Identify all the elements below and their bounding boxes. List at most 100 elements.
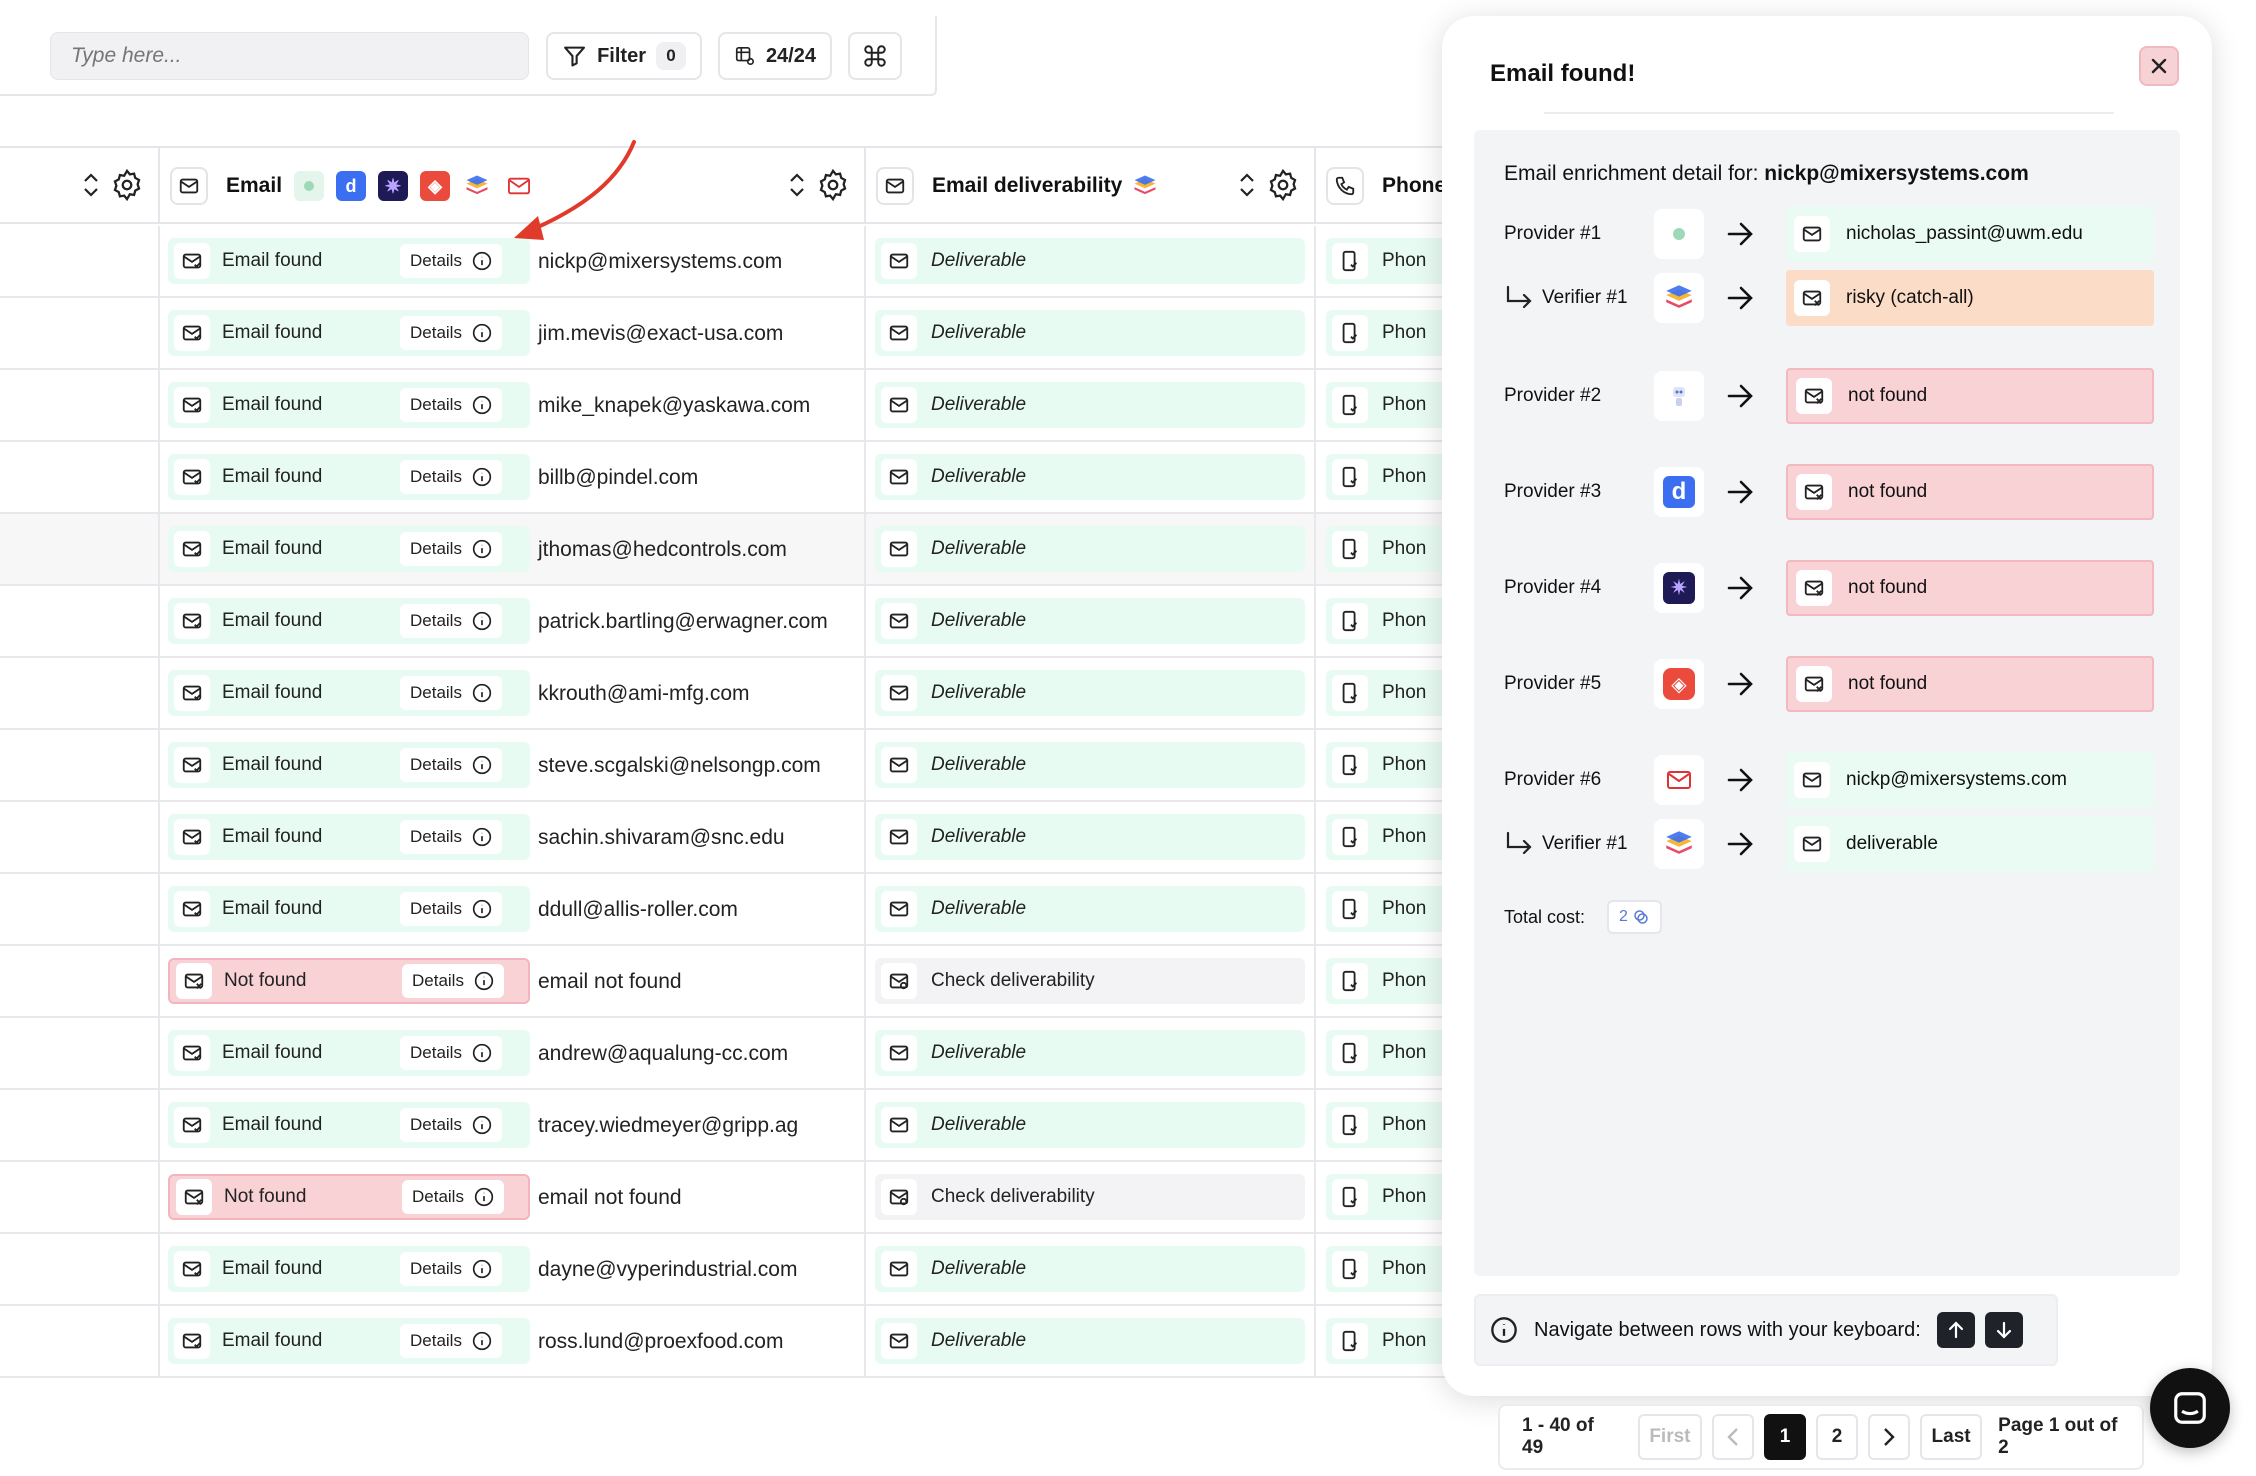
prev-column-cell bbox=[0, 802, 160, 874]
chat-launcher-button[interactable] bbox=[2150, 1368, 2230, 1448]
email-status-pill: Email found Details bbox=[168, 598, 530, 644]
deliverability-pill[interactable]: Check deliverability bbox=[875, 1174, 1305, 1220]
info-icon bbox=[472, 323, 492, 343]
arrow-right-icon bbox=[1727, 768, 1753, 792]
phone-text: Phon bbox=[1382, 1258, 1427, 1279]
email-status-text: Email found bbox=[222, 1258, 323, 1279]
details-button[interactable]: Details bbox=[400, 460, 502, 494]
email-status-text: Email found bbox=[222, 250, 323, 271]
table-row[interactable]: Email found Details ddull@allis-roller.c… bbox=[0, 874, 1460, 946]
details-button[interactable]: Details bbox=[400, 1036, 502, 1070]
info-icon bbox=[472, 611, 492, 631]
details-button[interactable]: Details bbox=[402, 964, 504, 998]
details-button[interactable]: Details bbox=[400, 388, 502, 422]
mail-check-icon bbox=[174, 315, 210, 351]
email-status-pill: Email found Details bbox=[168, 1030, 530, 1076]
details-button[interactable]: Details bbox=[400, 1324, 502, 1358]
close-button[interactable] bbox=[2139, 46, 2179, 86]
sort-icon[interactable] bbox=[1238, 172, 1256, 198]
table-row[interactable]: Email found Details jthomas@hedcontrols.… bbox=[0, 514, 1460, 586]
step-label: Provider #2 bbox=[1504, 368, 1601, 424]
gear-icon[interactable] bbox=[816, 168, 850, 202]
mail-icon bbox=[881, 531, 917, 567]
arrow-up-key[interactable] bbox=[1936, 1312, 1975, 1348]
mail-x-icon bbox=[1796, 570, 1832, 606]
table-row[interactable]: Email found Details sachin.shivaram@snc.… bbox=[0, 802, 1460, 874]
deliverability-pill: Deliverable bbox=[875, 382, 1305, 428]
table-row[interactable]: Not found Details email not found Check … bbox=[0, 1162, 1460, 1234]
mail-check-icon bbox=[174, 1107, 210, 1143]
page-button-2[interactable]: 2 bbox=[1816, 1414, 1859, 1460]
first-page-button[interactable]: First bbox=[1637, 1414, 1703, 1460]
details-button[interactable]: Details bbox=[402, 1180, 504, 1214]
table-row[interactable]: Email found Details tracey.wiedmeyer@gri… bbox=[0, 1090, 1460, 1162]
details-label: Details bbox=[412, 971, 464, 990]
info-icon bbox=[472, 467, 492, 487]
details-button[interactable]: Details bbox=[400, 892, 502, 926]
sort-icon[interactable] bbox=[82, 172, 100, 198]
email-status-text: Email found bbox=[222, 1330, 323, 1351]
robot-provider-icon bbox=[1654, 371, 1704, 421]
table-row[interactable]: Email found Details ross.lund@proexfood.… bbox=[0, 1306, 1460, 1378]
last-page-button[interactable]: Last bbox=[1920, 1414, 1983, 1460]
next-page-button[interactable] bbox=[1868, 1414, 1911, 1460]
table-row[interactable]: Email found Details patrick.bartling@erw… bbox=[0, 586, 1460, 658]
sort-icon[interactable] bbox=[788, 172, 806, 198]
deliverability-cell bbox=[866, 586, 1316, 658]
detail-heading: Email enrichment detail for: nickp@mixer… bbox=[1504, 162, 2029, 186]
email-value: dayne@vyperindustrial.com bbox=[538, 1258, 798, 1281]
email-column-label: Email bbox=[226, 174, 283, 197]
table-row[interactable]: Not found Details email not found Check … bbox=[0, 946, 1460, 1018]
phone-check-icon bbox=[1332, 1323, 1368, 1359]
filter-icon bbox=[564, 46, 586, 67]
verifier-row: Verifier #1 risky (catch-all) bbox=[1474, 270, 2180, 326]
details-label: Details bbox=[410, 251, 462, 270]
arrow-down-key[interactable] bbox=[1984, 1312, 2023, 1348]
arrow-right-icon bbox=[1727, 576, 1753, 600]
prev-column-cell bbox=[0, 874, 160, 946]
mail-icon bbox=[881, 387, 917, 423]
phone-pill: Phon bbox=[1326, 238, 1460, 284]
table-row[interactable]: Email found Details billb@pindel.com Del… bbox=[0, 442, 1460, 514]
table-row[interactable]: Email found Details dayne@vyperindustria… bbox=[0, 1234, 1460, 1306]
details-button[interactable]: Details bbox=[400, 244, 502, 278]
table-row[interactable]: Email found Details kkrouth@ami-mfg.com … bbox=[0, 658, 1460, 730]
email-cell bbox=[160, 946, 866, 1018]
email-value: andrew@aqualung-cc.com bbox=[538, 1042, 789, 1065]
step-result-text: risky (catch-all) bbox=[1846, 287, 1974, 308]
details-button[interactable]: Details bbox=[400, 676, 502, 710]
table-row[interactable]: Email found Details steve.scgalski@nelso… bbox=[0, 730, 1460, 802]
deliverability-column-header: Email deliverability bbox=[866, 148, 1316, 224]
table-row[interactable]: Email found Details mike_knapek@yaskawa.… bbox=[0, 370, 1460, 442]
info-icon bbox=[472, 395, 492, 415]
details-button[interactable]: Details bbox=[400, 1252, 502, 1286]
gear-icon[interactable] bbox=[110, 168, 144, 202]
email-status-pill: Not found Details bbox=[168, 958, 530, 1004]
prev-page-button[interactable] bbox=[1712, 1414, 1755, 1460]
prev-column-cell bbox=[0, 946, 160, 1018]
mail-icon bbox=[881, 603, 917, 639]
details-button[interactable]: Details bbox=[400, 532, 502, 566]
table-row[interactable]: Email found Details jim.mevis@exact-usa.… bbox=[0, 298, 1460, 370]
prev-column-cell bbox=[0, 1306, 160, 1378]
email-cell bbox=[160, 730, 866, 802]
deliverability-pill[interactable]: Check deliverability bbox=[875, 958, 1305, 1004]
details-button[interactable]: Details bbox=[400, 820, 502, 854]
details-button[interactable]: Details bbox=[400, 1108, 502, 1142]
columns-button[interactable]: 24/24 bbox=[718, 32, 832, 80]
page-button-1[interactable]: 1 bbox=[1764, 1414, 1807, 1460]
search-input[interactable] bbox=[50, 32, 529, 80]
details-button[interactable]: Details bbox=[400, 748, 502, 782]
details-button[interactable]: Details bbox=[400, 604, 502, 638]
phone-pill: Phon bbox=[1326, 1030, 1460, 1076]
command-button[interactable] bbox=[848, 32, 902, 80]
gear-icon[interactable] bbox=[1266, 168, 1300, 202]
table-row[interactable]: Email found Details andrew@aqualung-cc.c… bbox=[0, 1018, 1460, 1090]
filter-button[interactable]: Filter 0 bbox=[546, 32, 702, 80]
table-row[interactable]: Email found Details nickp@mixersystems.c… bbox=[0, 226, 1460, 298]
phone-check-icon bbox=[1332, 1035, 1368, 1071]
command-icon bbox=[864, 45, 886, 67]
details-label: Details bbox=[410, 1115, 462, 1134]
email-cell bbox=[160, 874, 866, 946]
details-button[interactable]: Details bbox=[400, 316, 502, 350]
